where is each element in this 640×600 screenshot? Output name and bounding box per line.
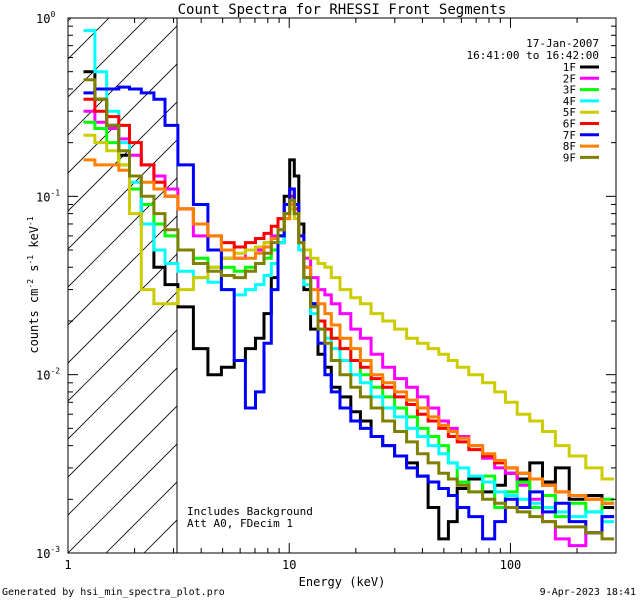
series-line-9F <box>83 78 615 541</box>
series-line-8F <box>83 158 615 505</box>
y-tick-exp: -3 <box>50 545 60 554</box>
annotation-attenuator: Att A0, FDecim 1 <box>187 517 293 530</box>
plot-frame <box>67 17 617 554</box>
y-tick-base: 10 <box>36 12 50 26</box>
y-tick-label: 10-3 <box>36 545 60 561</box>
y-tick-base: 10 <box>36 190 50 204</box>
y-axis-label: counts cm-2 s-1 keV-1 <box>26 216 41 353</box>
hatch-line <box>600 0 640 553</box>
hatch-line <box>0 0 98 553</box>
x-tick-label: 1 <box>64 558 71 572</box>
y-tick-base: 10 <box>36 369 50 383</box>
hatch-line <box>410 0 640 553</box>
legend-label-7F: 7F <box>563 129 576 142</box>
x-tick-label: 10 <box>282 558 296 572</box>
y-tick-label: 10-2 <box>36 367 60 383</box>
generated-by-label: Generated by hsi_min_spectra_plot.pro <box>2 587 225 598</box>
timestamp-label: 9-Apr-2023 18:41 <box>540 587 636 598</box>
series-line-5F <box>83 133 615 481</box>
chart-title: Count Spectra for RHESSI Front Segments <box>178 2 507 18</box>
legend-label-5F: 5F <box>563 106 576 119</box>
y-label-exp-2: -1 <box>26 216 35 226</box>
x-axis-label: Energy (keV) <box>299 575 386 589</box>
hatch-line <box>68 18 148 98</box>
axis-ticks <box>67 17 617 554</box>
series-layer <box>83 29 615 548</box>
y-tick-label: 10-1 <box>36 188 60 204</box>
y-label-part-0: counts cm <box>27 289 41 354</box>
hatch-line <box>68 367 177 478</box>
hatch-line <box>68 405 177 516</box>
annotation-background: Includes Background <box>187 505 313 518</box>
legend-label-9F: 9F <box>563 151 576 164</box>
y-label-exp-0: -2 <box>26 279 35 289</box>
y-label-part-2: keV <box>27 226 41 255</box>
y-label-exp-1: -1 <box>26 255 35 265</box>
x-tick-label: 100 <box>500 558 522 572</box>
legend-label-8F: 8F <box>563 140 576 153</box>
y-tick-label: 100 <box>36 10 55 26</box>
hatch-line <box>68 177 177 288</box>
hatch-line <box>68 25 177 136</box>
legend-label-4F: 4F <box>563 95 576 108</box>
hatch-line <box>220 0 640 553</box>
hatch-line <box>68 443 177 553</box>
y-tick-exp: -2 <box>50 367 60 376</box>
hatch-line <box>0 0 22 553</box>
legend-label-3F: 3F <box>563 84 576 97</box>
legend-label-1F: 1F <box>563 61 576 74</box>
hatch-line <box>334 0 640 553</box>
hatch-line <box>105 481 177 553</box>
legend-label-6F: 6F <box>563 118 576 131</box>
series-line-6F <box>83 97 615 505</box>
y-tick-base: 10 <box>36 547 50 561</box>
time-range-label: 16:41:00 to 16:42:00 <box>467 49 599 62</box>
y-tick-exp: 0 <box>50 10 55 19</box>
date-label: 17-Jan-2007 <box>526 37 599 50</box>
y-label-part-1: s <box>27 265 41 279</box>
series-line-4F <box>83 29 615 524</box>
hatch-line <box>68 18 110 60</box>
legend-label-2F: 2F <box>563 72 576 85</box>
y-tick-exp: -1 <box>50 188 60 197</box>
series-line-1F <box>83 70 615 541</box>
series-line-7F <box>83 85 615 541</box>
